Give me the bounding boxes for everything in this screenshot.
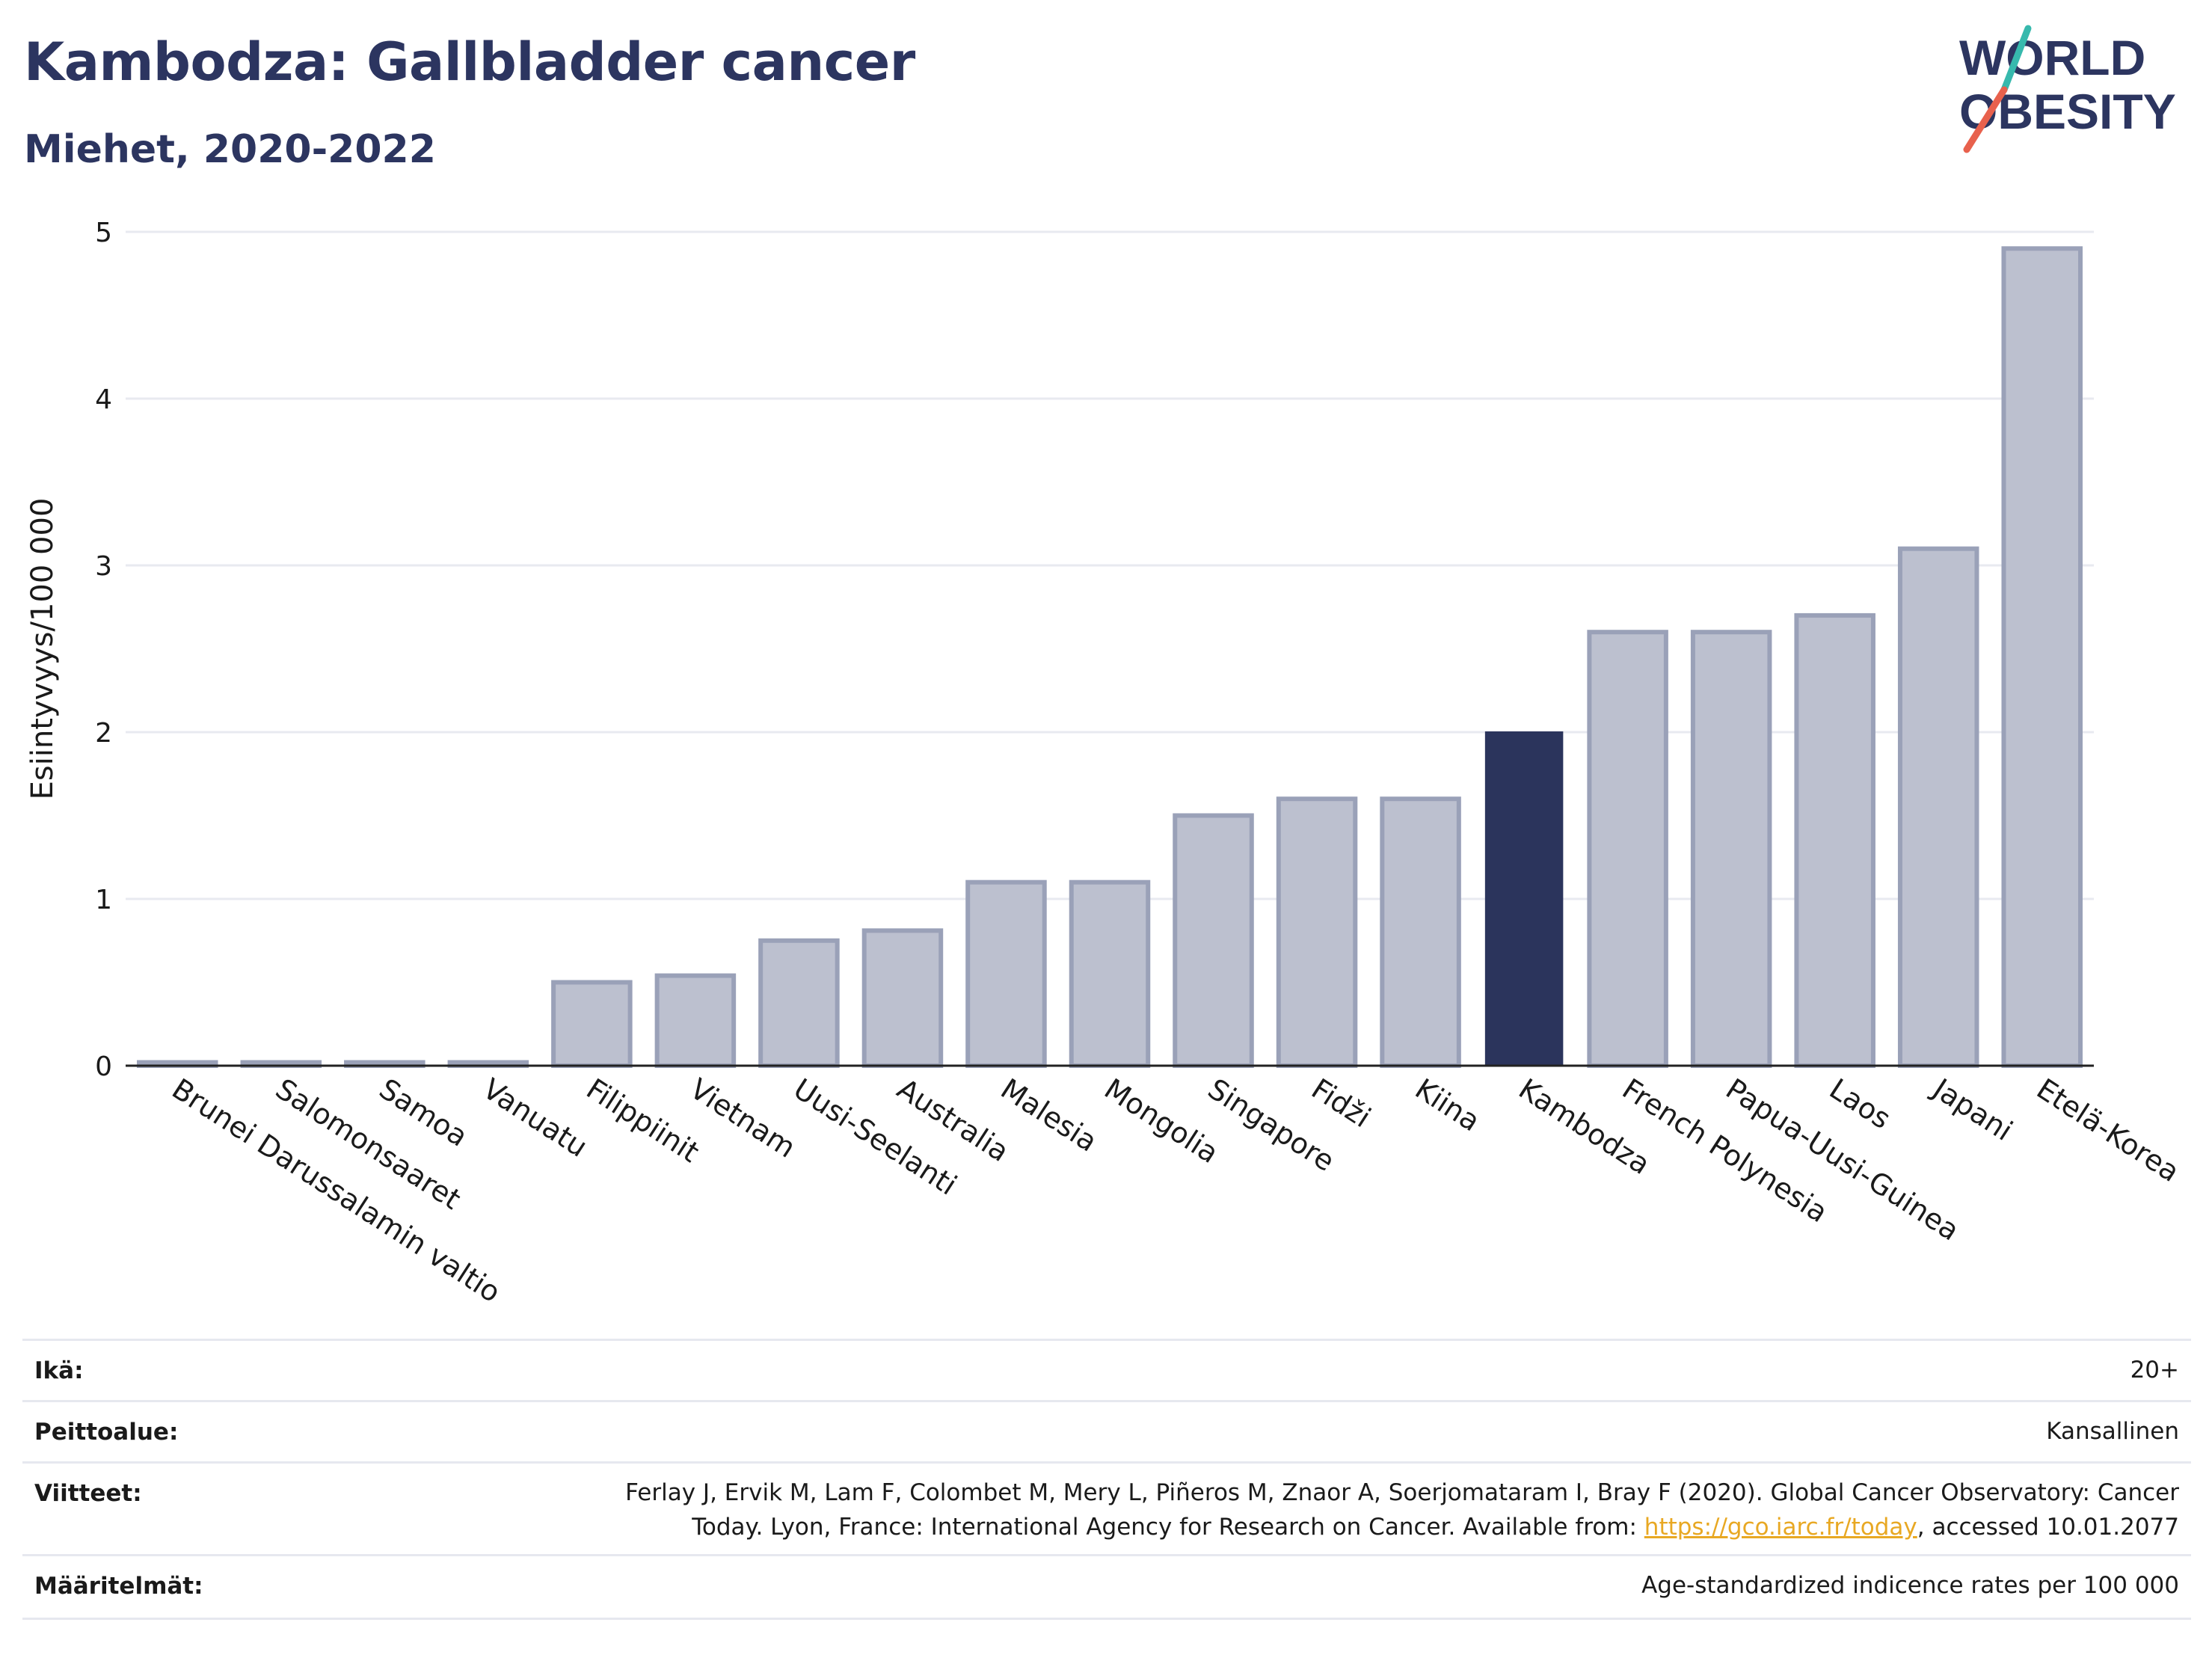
reference-line-1: Ferlay J, Ervik M, Lam F, Colombet M, Me… — [625, 1479, 2179, 1506]
y-tick-label: 0 — [95, 1051, 112, 1082]
meta-label-age: Ikä: — [34, 1357, 84, 1384]
reference-link[interactable]: https://gco.iarc.fr/today — [1644, 1514, 1917, 1541]
y-tick-label: 2 — [95, 718, 112, 749]
meta-value-references: Ferlay J, Ervik M, Lam F, Colombet M, Me… — [625, 1476, 2179, 1544]
y-axis-label: Esiintyvyys/100 000 — [25, 498, 60, 800]
meta-row-references: Viitteet: Ferlay J, Ervik M, Lam F, Colo… — [22, 1461, 2191, 1556]
x-tick-label: Filippiinit — [580, 1072, 704, 1169]
chart-title: Kambodza: Gallbladder cancer — [24, 31, 915, 93]
x-tick-label: Japani — [1926, 1072, 2018, 1147]
x-tick-label: Kiina — [1410, 1072, 1486, 1138]
chart-subtitle: Miehet, 2020-2022 — [24, 127, 436, 172]
meta-value-definitions: Age-standardized indicence rates per 100… — [1641, 1572, 2179, 1599]
logo-word-world: WORLD — [1959, 30, 2145, 85]
bar — [551, 980, 633, 1068]
meta-row-coverage: Peittoalue: Kansallinen — [22, 1400, 2191, 1464]
bar — [1484, 731, 1564, 1066]
logo-red-stroke — [1963, 86, 2008, 153]
meta-value-age: 20+ — [2130, 1357, 2179, 1384]
reference-line-2: Today. Lyon, France: International Agenc… — [692, 1514, 2179, 1541]
bar — [2001, 246, 2083, 1068]
x-tick-label: Vietnam — [684, 1072, 802, 1164]
bar — [1897, 546, 1979, 1068]
x-tick-label: Fidži — [1306, 1072, 1377, 1134]
x-tick-label: Vanuatu — [477, 1072, 593, 1164]
x-tick-label: Mongolia — [1099, 1072, 1224, 1170]
meta-label-definitions: Määritelmät: — [34, 1573, 203, 1600]
bar — [1794, 612, 1875, 1068]
y-tick-label: 1 — [95, 885, 112, 915]
logo-teal-stroke — [2000, 25, 2032, 93]
y-tick-label: 5 — [95, 218, 112, 248]
meta-label-references: Viitteet: — [34, 1480, 142, 1507]
bar — [1690, 630, 1772, 1068]
bar — [654, 973, 737, 1068]
logo-word-obesity: OBESITY — [1959, 84, 2176, 139]
meta-row-definitions: Määritelmät: Age-standardized indicence … — [22, 1554, 2191, 1620]
y-tick-label: 3 — [95, 551, 112, 582]
bar — [758, 938, 840, 1068]
bar — [1276, 796, 1358, 1068]
y-tick-label: 4 — [95, 384, 112, 415]
bar — [1587, 630, 1668, 1068]
x-tick-label: Laos — [1824, 1072, 1896, 1136]
bar — [1069, 879, 1151, 1068]
world-obesity-logo: WORLD OBESITY — [1959, 25, 2176, 153]
meta-row-age: Ikä: 20+ — [22, 1339, 2191, 1402]
meta-label-coverage: Peittoalue: — [34, 1419, 179, 1446]
bar — [1380, 796, 1461, 1068]
bar — [861, 928, 944, 1068]
bar — [965, 879, 1047, 1068]
meta-value-coverage: Kansallinen — [2046, 1418, 2179, 1445]
bar — [1173, 813, 1254, 1068]
x-tick-label: Etelä-Korea — [2031, 1072, 2185, 1188]
